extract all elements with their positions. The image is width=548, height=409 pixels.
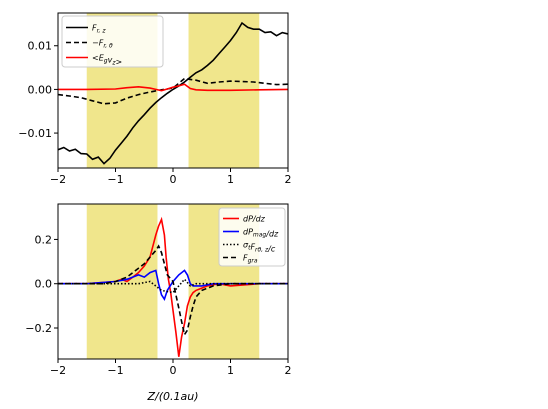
y-tick-label: −0.2 [25,322,52,335]
x-tick-label: 2 [285,173,292,186]
series-line-3 [58,83,288,92]
x-tick-label: 1 [227,173,234,186]
x-tick-label: −1 [107,364,123,377]
y-tick-label: −0.01 [18,127,52,140]
x-tick-label: 2 [285,364,292,377]
legend-label: σtFrθ, z/c [243,241,276,254]
series-line-2 [58,269,288,302]
x-tick-label: 0 [170,173,177,186]
top-panel: −2 −1 0 1 2 −0.01 0.00 0.01 Fr, z −Fr, θ <Egvz> [18,12,292,186]
y-tick-label: 0.0 [35,278,53,291]
y-tick-label: 0.00 [28,83,53,96]
x-tick-label: −1 [107,173,123,186]
shaded-region-1 [86,204,158,359]
legend-box [218,207,286,267]
y-tick-label: 0.2 [35,233,53,246]
x-tick-label: −2 [50,173,66,186]
legend-label: dP/dz [243,215,266,224]
series-line-4 [58,244,288,337]
x-tick-label: 1 [227,364,234,377]
legend-label: Fgra [243,254,258,265]
bottom-panel: −2 −1 0 1 2 −0.2 0.0 0.2 dP/dz dPmag/dz σtFrθ, z/c… [25,203,292,377]
legend-label: −Fr, θ [92,39,113,50]
legend-box [61,15,164,68]
legend-label: <Egvz> [92,54,122,67]
legend-label: dPmag/dz [243,228,279,239]
legend-label: Fr, z [92,24,106,35]
series-line-1 [58,21,288,165]
series-line-2 [58,77,288,105]
series-line-3 [58,278,288,294]
x-tick-label: 0 [170,364,177,377]
x-tick-label: −2 [50,364,66,377]
x-axis-label: Z/(0.1au) [146,390,198,403]
y-tick-label: 0.01 [28,40,53,53]
